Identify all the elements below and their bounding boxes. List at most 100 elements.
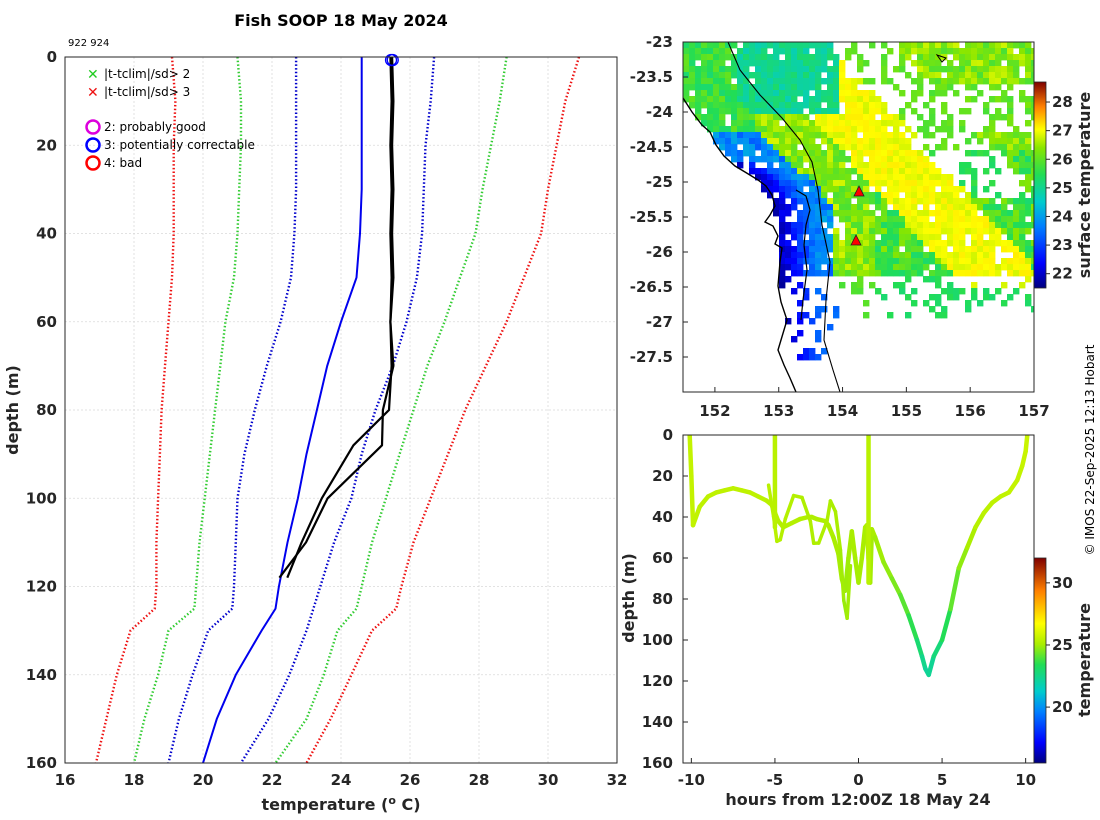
sst-cell [1031,222,1034,229]
sst-cell [821,210,828,217]
sst-cell [875,108,882,115]
sst-cell [899,288,906,295]
sst-cell [1019,270,1026,277]
sst-cell [743,60,750,67]
sst-cell [785,144,792,151]
sst-cell [791,42,798,49]
sst-cell [1001,96,1008,103]
map-y-tick: -25.5 [630,208,673,226]
sst-cell [917,60,924,67]
profile-y-tick: 80 [36,401,57,419]
sst-cell [731,156,738,163]
sst-cell [767,114,774,121]
sst-cell [785,210,792,217]
sst-cell [791,180,798,187]
sst-cell [1007,156,1014,163]
sst-cell [905,312,912,319]
sst-cell [953,246,960,253]
sst-cell [947,252,954,259]
sst-cell [827,138,834,145]
sst-cell [923,66,930,73]
sst-cell [911,174,918,181]
sst-cell [977,138,984,145]
sst-cell [863,138,870,145]
sst-cell [743,144,750,151]
sst-cell [809,42,816,49]
sst-cell [857,162,864,169]
sst-cell [1007,84,1014,91]
sst-cell [1001,114,1008,121]
sst-cell [983,258,990,265]
sst-cell [911,156,918,163]
sst-cell [935,168,942,175]
sst-cell [713,48,720,55]
sst-cell [833,252,840,259]
sst-cell [737,120,744,127]
sst-cell [995,66,1002,73]
sst-cell [977,258,984,265]
sst-cell [917,150,924,157]
sst-cell [899,108,906,115]
sst-cell [833,204,840,211]
sst-cell [857,222,864,229]
sst-cell [779,240,786,247]
sst-cell [857,234,864,241]
sst-cell [887,258,894,265]
sst-cell [953,264,960,271]
sst-cell [851,252,858,259]
sst-cell [809,192,816,199]
sst-cell [1007,66,1014,73]
sst-cell [785,240,792,247]
clim-line-minus_1sd [167,57,298,763]
sst-cell [755,132,762,139]
sst-cell [767,60,774,67]
climatology-lines [94,57,581,763]
sst-cell [755,138,762,145]
sst-cell [983,102,990,109]
sst-cell [971,222,978,229]
sst-cell [1013,162,1020,169]
sst-cell [827,54,834,61]
sst-cell [821,60,828,67]
sst-cell [779,96,786,103]
sst-cell [779,198,786,205]
sst-cell [773,48,780,55]
sst-cell [821,108,828,115]
sst-cell [971,240,978,247]
sst-cell [785,126,792,133]
sst-cell [803,216,810,223]
sst-cell [1013,234,1020,241]
sst-cell [797,318,804,325]
track-segment [1023,435,1030,454]
sst-cell [809,240,816,247]
sst-cell [779,186,786,193]
sst-cell [905,276,912,283]
sst-cell [995,42,1002,49]
sst-cell [911,288,918,295]
sst-cell [977,54,984,61]
sst-cell [839,156,846,163]
sst-cell [857,108,864,115]
profile-x-label: temperature (o C) [261,794,420,814]
map-x-tick: 156 [955,402,986,420]
sst-cell [839,84,846,91]
sst-cell [1001,72,1008,79]
sst-cell [863,198,870,205]
sst-cell [797,252,804,259]
sst-cell [941,90,948,97]
sst-cell [773,156,780,163]
track-segment [859,525,868,561]
sst-cell [881,198,888,205]
sst-cell [821,156,828,163]
sst-cell [803,174,810,181]
profile-cast_922 [286,57,393,579]
sst-cell [893,156,900,163]
sst-cell [935,240,942,247]
sst-cell [989,132,996,139]
sst-cell [839,282,846,289]
sst-cell [851,222,858,229]
sst-cell [773,84,780,91]
sst-cell [959,168,966,175]
sst-cell [821,54,828,61]
sst-cell [707,126,714,133]
